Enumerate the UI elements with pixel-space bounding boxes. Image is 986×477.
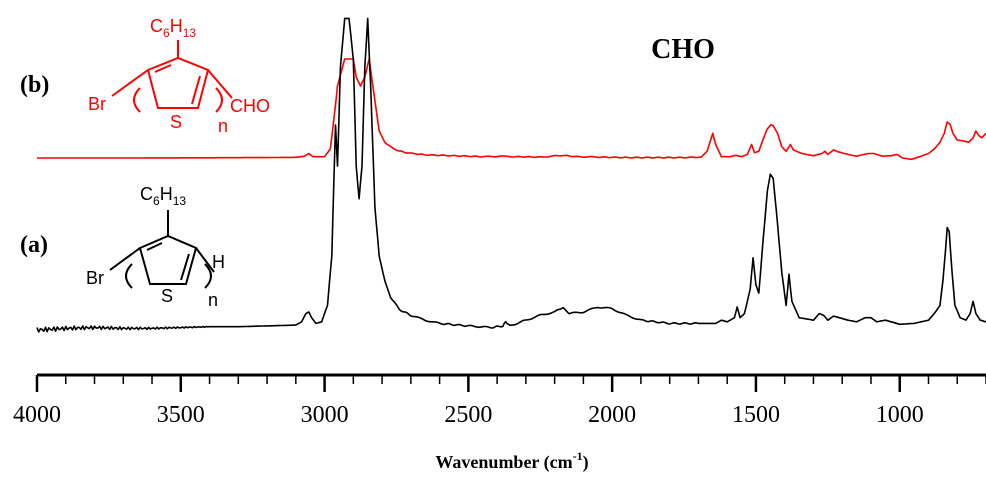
structure-b	[111, 40, 233, 113]
x-axis-ticks	[35, 375, 901, 392]
x-tick-label: 2500	[444, 402, 492, 428]
x-axis-minor-ticks	[65, 375, 986, 384]
cho-annotation: CHO	[651, 34, 715, 65]
x-tick-label: 2000	[588, 402, 636, 428]
x-tick-label: 3000	[301, 402, 349, 428]
bond-cho-b	[207, 69, 233, 99]
spectrum-line-b	[37, 58, 986, 161]
n-label-a: n	[208, 290, 218, 310]
s-label-b: S	[170, 112, 182, 132]
bond-h-a	[195, 247, 215, 273]
bond-br-b	[111, 69, 149, 97]
x-tick-label: 1500	[732, 402, 780, 428]
c6h13-label-a: C6H13	[140, 184, 186, 208]
s-label-a: S	[161, 286, 173, 306]
bond-br-a	[109, 247, 141, 271]
x-tick-label: 4000	[13, 402, 61, 428]
cho-label-b: CHO	[230, 96, 270, 116]
x-axis-label: Wavenumber (cm-1)	[435, 449, 588, 473]
series-layer	[36, 17, 986, 333]
h-label-a: H	[212, 252, 225, 272]
x-axis-tick-labels: 4000 3500 3000 2500 2000 1500 1000	[13, 402, 924, 428]
structure-b-labels: C6H13 Br S n CHO	[88, 16, 270, 136]
x-tick-label: 1000	[876, 402, 924, 428]
series-label-b: (b)	[20, 72, 49, 98]
br-label-b: Br	[88, 94, 106, 114]
c6h13-label-b: C6H13	[150, 16, 196, 40]
series-label-a: (a)	[20, 232, 48, 258]
structure-a	[109, 210, 215, 289]
spectrum-line-a	[36, 17, 986, 333]
br-label-a: Br	[86, 268, 104, 288]
x-tick-label: 3500	[157, 402, 205, 428]
n-label-b: n	[218, 116, 228, 136]
structure-a-labels: C6H13 Br S n H	[86, 184, 225, 310]
